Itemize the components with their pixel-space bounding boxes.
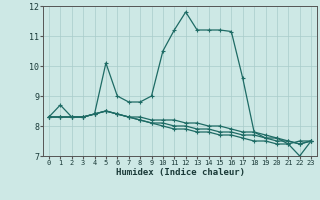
X-axis label: Humidex (Indice chaleur): Humidex (Indice chaleur) xyxy=(116,168,244,177)
